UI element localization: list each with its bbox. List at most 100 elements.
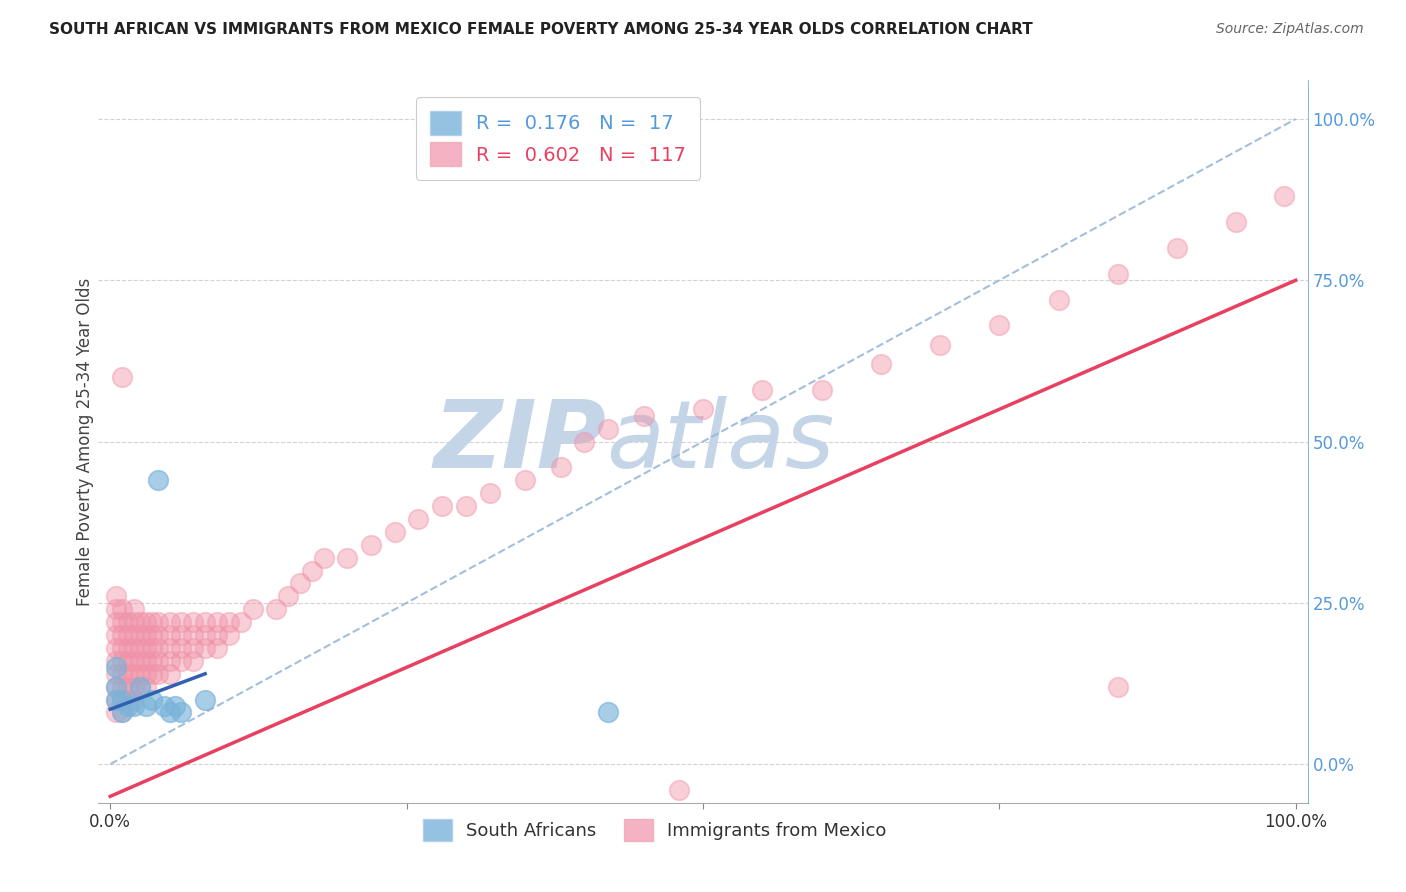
Point — [117, 615, 139, 630]
Point — [111, 370, 134, 384]
Point — [129, 666, 152, 681]
Point — [170, 615, 193, 630]
Point — [360, 538, 382, 552]
Point — [159, 615, 181, 630]
Point — [141, 692, 163, 706]
Point — [1272, 189, 1295, 203]
Point — [1225, 215, 1247, 229]
Point — [1047, 293, 1070, 307]
Point — [122, 699, 145, 714]
Point — [170, 640, 193, 655]
Point — [170, 706, 193, 720]
Point — [122, 680, 145, 694]
Point — [117, 640, 139, 655]
Point — [122, 628, 145, 642]
Point — [408, 512, 430, 526]
Point — [111, 640, 134, 655]
Point — [598, 706, 620, 720]
Point — [105, 680, 128, 694]
Point — [165, 699, 187, 714]
Point — [117, 654, 139, 668]
Point — [111, 628, 134, 642]
Point — [105, 640, 128, 655]
Point — [111, 680, 134, 694]
Point — [122, 640, 145, 655]
Point — [111, 706, 134, 720]
Point — [384, 524, 406, 539]
Point — [111, 692, 134, 706]
Point — [336, 550, 359, 565]
Point — [135, 654, 157, 668]
Point — [129, 654, 152, 668]
Point — [454, 499, 477, 513]
Point — [478, 486, 501, 500]
Point — [929, 338, 952, 352]
Point — [574, 434, 596, 449]
Point — [111, 602, 134, 616]
Point — [117, 680, 139, 694]
Point — [205, 628, 228, 642]
Point — [181, 640, 204, 655]
Point — [159, 628, 181, 642]
Point — [194, 692, 217, 706]
Point — [105, 706, 128, 720]
Point — [122, 666, 145, 681]
Point — [869, 357, 891, 371]
Point — [288, 576, 311, 591]
Point — [105, 692, 128, 706]
Point — [105, 628, 128, 642]
Point — [146, 628, 169, 642]
Point — [194, 628, 217, 642]
Legend: South Africans, Immigrants from Mexico: South Africans, Immigrants from Mexico — [416, 812, 894, 848]
Point — [1107, 680, 1129, 694]
Point — [111, 666, 134, 681]
Text: atlas: atlas — [606, 396, 835, 487]
Point — [159, 654, 181, 668]
Point — [751, 383, 773, 397]
Point — [122, 602, 145, 616]
Point — [301, 564, 323, 578]
Point — [135, 680, 157, 694]
Point — [146, 654, 169, 668]
Point — [692, 402, 714, 417]
Point — [633, 409, 655, 423]
Point — [117, 628, 139, 642]
Point — [218, 628, 240, 642]
Point — [181, 628, 204, 642]
Y-axis label: Female Poverty Among 25-34 Year Olds: Female Poverty Among 25-34 Year Olds — [76, 277, 94, 606]
Point — [205, 615, 228, 630]
Point — [598, 422, 620, 436]
Point — [170, 628, 193, 642]
Point — [229, 615, 252, 630]
Point — [264, 602, 287, 616]
Point — [111, 654, 134, 668]
Point — [146, 666, 169, 681]
Point — [218, 615, 240, 630]
Point — [135, 699, 157, 714]
Point — [117, 692, 139, 706]
Point — [312, 550, 335, 565]
Point — [105, 654, 128, 668]
Point — [122, 692, 145, 706]
Point — [129, 640, 152, 655]
Point — [111, 706, 134, 720]
Point — [146, 640, 169, 655]
Point — [105, 666, 128, 681]
Point — [146, 615, 169, 630]
Point — [105, 602, 128, 616]
Point — [181, 654, 204, 668]
Point — [141, 628, 163, 642]
Point — [129, 628, 152, 642]
Point — [159, 706, 181, 720]
Point — [135, 628, 157, 642]
Point — [515, 473, 537, 487]
Point — [194, 615, 217, 630]
Point — [135, 666, 157, 681]
Point — [129, 680, 152, 694]
Point — [129, 615, 152, 630]
Point — [117, 699, 139, 714]
Point — [432, 499, 454, 513]
Point — [141, 640, 163, 655]
Point — [129, 680, 152, 694]
Point — [159, 640, 181, 655]
